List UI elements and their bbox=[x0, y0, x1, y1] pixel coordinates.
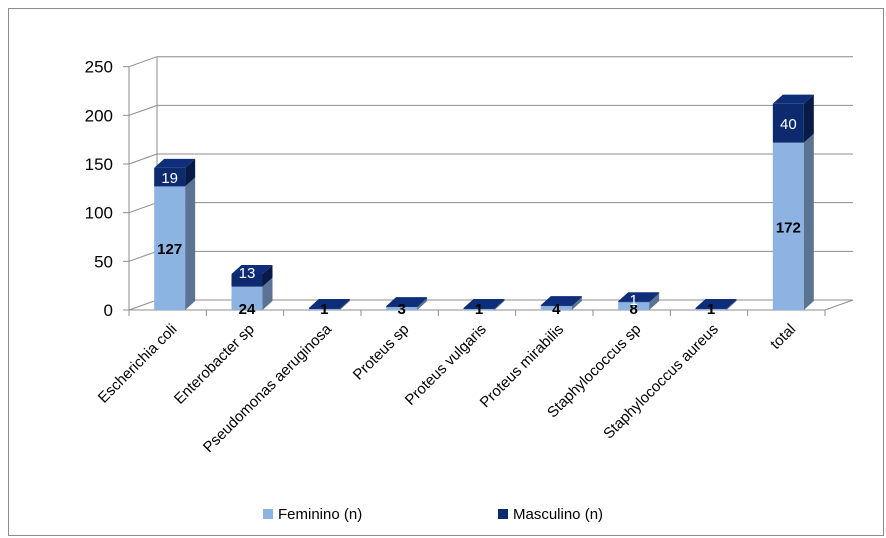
data-label-feminino: 1 bbox=[707, 301, 715, 318]
gridline bbox=[128, 104, 853, 116]
gridline bbox=[128, 153, 853, 165]
bar-masculino-top bbox=[772, 94, 814, 104]
bar-feminino-front bbox=[695, 309, 727, 310]
y-tick-label: 250 bbox=[85, 58, 113, 77]
y-tick-label: 0 bbox=[104, 301, 113, 320]
bar-masculino-side bbox=[726, 299, 737, 310]
x-tick-label: Proteus mirabilis bbox=[477, 321, 567, 411]
data-label-feminino: 1 bbox=[320, 301, 328, 318]
data-label-feminino: 172 bbox=[776, 219, 801, 236]
bar-masculino-top bbox=[154, 158, 196, 168]
gridline bbox=[128, 202, 853, 214]
data-label-masculino: 13 bbox=[239, 265, 256, 282]
bar-feminino-side bbox=[571, 297, 582, 310]
legend-label-masculino: Masculino (n) bbox=[513, 506, 603, 523]
gridlines bbox=[128, 56, 853, 262]
data-label-feminino: 4 bbox=[552, 301, 561, 318]
bar-feminino-front bbox=[463, 309, 495, 310]
x-tick-label: Escherichia coli bbox=[95, 321, 181, 407]
bar-feminino-side bbox=[339, 300, 350, 310]
bar-masculino-front bbox=[772, 103, 804, 143]
bar-feminino-front bbox=[386, 307, 418, 310]
bar-masculino-side bbox=[339, 299, 350, 310]
x-tick-label: Proteus vulgaris bbox=[402, 321, 490, 409]
bar-masculino-front bbox=[463, 308, 495, 310]
axes bbox=[123, 66, 826, 316]
data-label-masculino: 1 bbox=[629, 292, 637, 309]
bar-feminino-side bbox=[726, 300, 737, 310]
gridline bbox=[128, 250, 853, 262]
bars bbox=[154, 94, 814, 310]
bar-feminino-side bbox=[803, 133, 814, 310]
bar-masculino-front bbox=[231, 273, 263, 287]
data-label-feminino: 8 bbox=[629, 301, 637, 318]
bar-feminino bbox=[772, 133, 814, 310]
bar-masculino-side bbox=[185, 158, 196, 187]
bar-masculino-top bbox=[386, 297, 428, 307]
y-axis-ticks: 0 50 100 150 200 250 bbox=[85, 58, 113, 320]
bar-feminino-front bbox=[154, 186, 186, 310]
bar-feminino-side bbox=[649, 293, 660, 310]
bar-masculino-top bbox=[463, 299, 505, 309]
data-label-masculino: 19 bbox=[161, 170, 178, 187]
bar-feminino-front bbox=[308, 309, 340, 310]
bar-feminino-side bbox=[262, 277, 273, 310]
bar-masculino-top bbox=[231, 264, 273, 274]
y-tick-label: 50 bbox=[94, 252, 113, 271]
bar-feminino-front bbox=[618, 302, 650, 310]
bar-masculino-side bbox=[571, 296, 582, 307]
bar-feminino-front bbox=[231, 286, 263, 310]
bar-masculino-top bbox=[308, 299, 350, 309]
y-tick-label: 100 bbox=[85, 204, 113, 223]
bar-masculino-side bbox=[494, 299, 505, 310]
gridline bbox=[128, 56, 853, 68]
x-tick-label: Pseudomonas aeruginosa bbox=[200, 320, 336, 456]
bar-masculino bbox=[231, 264, 273, 287]
bar-masculino bbox=[540, 296, 582, 307]
legend-label-feminino: Feminino (n) bbox=[278, 506, 362, 523]
bar-masculino bbox=[695, 299, 737, 310]
x-tick-label: total bbox=[767, 321, 799, 353]
bar-masculino-front bbox=[618, 301, 650, 303]
bar-masculino bbox=[463, 299, 505, 310]
bar-masculino bbox=[386, 297, 428, 308]
bar-masculino-top bbox=[695, 299, 737, 309]
bar-masculino-front bbox=[154, 167, 186, 187]
legend: Feminino (n) Masculino (n) bbox=[263, 506, 603, 523]
bar-masculino-front bbox=[308, 308, 340, 310]
bar-masculino bbox=[618, 292, 660, 303]
bar-feminino-front bbox=[772, 142, 804, 310]
y-tick-label: 200 bbox=[85, 106, 113, 125]
x-tick-label: Proteus sp bbox=[350, 321, 413, 384]
bar-masculino-front bbox=[386, 306, 418, 308]
bar-masculino-front bbox=[540, 305, 572, 307]
data-label-feminino: 24 bbox=[239, 301, 256, 318]
chart-frame: 0 50 100 150 200 250 127 19 24 13 1 3 1 4 8 1 1 172 40 Es… bbox=[8, 8, 884, 536]
bar-masculino-side bbox=[649, 292, 660, 303]
bar-feminino-side bbox=[417, 298, 428, 310]
legend-swatch-masculino bbox=[498, 509, 508, 519]
data-label-feminino: 127 bbox=[157, 241, 182, 258]
legend-swatch-feminino bbox=[263, 509, 273, 519]
data-label-feminino: 3 bbox=[397, 301, 405, 318]
y-tick-label: 150 bbox=[85, 155, 113, 174]
bar-masculino-top bbox=[540, 296, 582, 306]
data-label-feminino: 1 bbox=[475, 301, 483, 318]
bar-masculino bbox=[772, 94, 814, 143]
bar-masculino bbox=[154, 158, 196, 187]
bar-masculino-side bbox=[262, 264, 273, 287]
bar-masculino-side bbox=[417, 297, 428, 308]
bar-feminino-side bbox=[494, 300, 505, 310]
bar-feminino-side bbox=[185, 177, 196, 310]
x-tick-label: Enterobacter sp bbox=[171, 321, 258, 408]
bar-masculino-front bbox=[695, 308, 727, 310]
data-label-masculino: 40 bbox=[780, 116, 797, 133]
bar-feminino-front bbox=[540, 306, 572, 310]
bar-masculino-top bbox=[618, 292, 660, 302]
bar-masculino-side bbox=[803, 94, 814, 143]
bar-masculino bbox=[308, 299, 350, 310]
